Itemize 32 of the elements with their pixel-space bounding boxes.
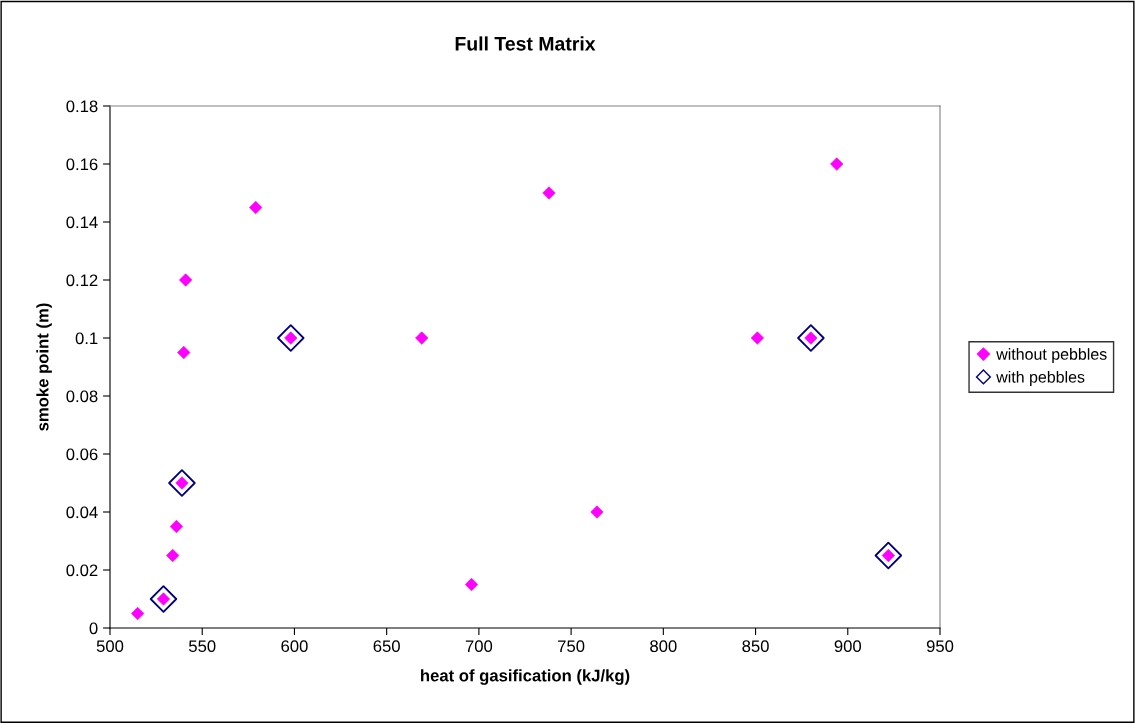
- point: [168, 469, 196, 497]
- x-tick-label: 750: [558, 640, 585, 653]
- x-tick-label: 550: [188, 640, 216, 653]
- x-tick-label: 700: [465, 640, 493, 653]
- point: [277, 324, 305, 352]
- y-tick-label: 0: [89, 622, 98, 635]
- x-tick-label: 850: [742, 640, 769, 653]
- x-axis-title: heat of gasification (kJ/kg): [421, 669, 630, 685]
- x-tick-label: 600: [281, 640, 308, 653]
- y-tick-label: 0.08: [66, 390, 98, 403]
- point: [874, 541, 903, 570]
- legend-label: without pebbles: [996, 348, 1107, 364]
- x-tick-label: 900: [834, 640, 862, 653]
- point: [169, 519, 183, 534]
- y-tick-label: 0.1: [75, 332, 98, 345]
- y-tick-label: 0.14: [66, 216, 98, 229]
- x-tick-label: 800: [650, 640, 677, 653]
- x-tick-label: 950: [926, 640, 954, 653]
- y-tick-label: 0.12: [66, 274, 98, 287]
- y-tick-label: 0.06: [66, 448, 98, 461]
- point: [590, 505, 604, 519]
- y-tick-label: 0.16: [66, 158, 98, 171]
- point: [797, 324, 825, 352]
- y-axis-title: smoke point (m): [36, 303, 52, 431]
- y-tick-label: 0.02: [66, 564, 98, 577]
- x-tick-label: 500: [96, 640, 124, 653]
- y-tick-label: 0.18: [66, 100, 98, 113]
- x-tick-label: 650: [373, 640, 400, 653]
- point: [149, 585, 178, 613]
- chart-title: Full Test Matrix: [455, 36, 596, 51]
- y-tick-label: 0.04: [66, 506, 98, 519]
- legend-label: with pebbles: [996, 370, 1085, 386]
